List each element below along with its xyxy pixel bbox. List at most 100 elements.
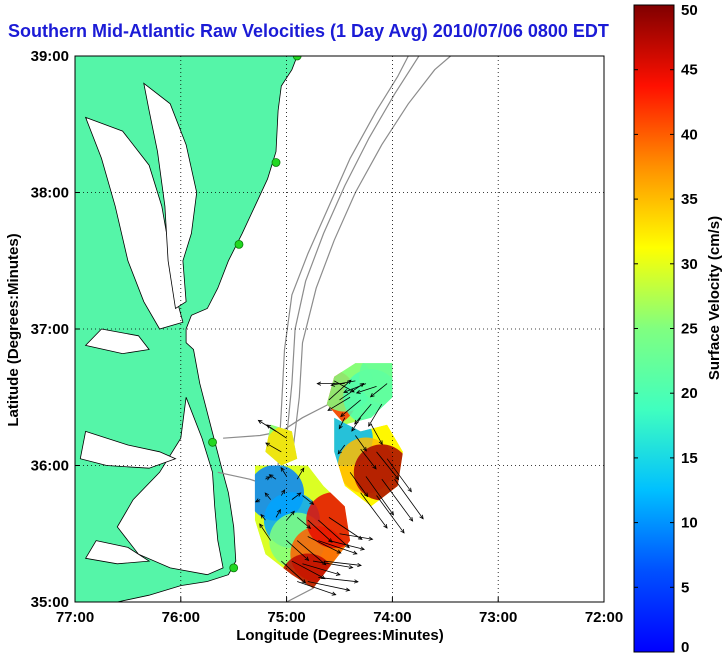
velocity-vector-20 — [365, 476, 394, 516]
colorbar-tick-label-7: 35 — [681, 191, 698, 208]
vector-head-5 — [369, 393, 375, 398]
vector-shaft-3 — [343, 383, 367, 393]
chart-title: Southern Mid-Atlantic Raw Velocities (1 … — [8, 21, 609, 41]
tick-label-x-5: 72:00 — [585, 609, 623, 626]
vector-head-28 — [265, 442, 270, 447]
velocity-vector-9 — [340, 399, 361, 418]
vector-shaft-42 — [307, 519, 333, 543]
velocity-vector-12 — [338, 417, 346, 430]
vector-head-3 — [343, 389, 348, 394]
bathymetry-contour-1 — [286, 56, 420, 439]
vector-head-38 — [260, 513, 265, 519]
velocity-vector-23 — [360, 492, 388, 529]
land-layer — [75, 56, 298, 602]
vector-head-21 — [408, 516, 414, 522]
vector-shaft-10 — [354, 403, 372, 425]
velocity-blob-north-patch-3 — [359, 363, 393, 405]
vector-head-16 — [372, 464, 377, 470]
vector-head-41 — [306, 524, 312, 529]
velocity-vector-21 — [381, 478, 414, 522]
colorbar-gradient — [633, 4, 675, 653]
vector-head-15 — [337, 449, 342, 455]
velocity-vector-40 — [286, 510, 295, 521]
vector-head-53 — [320, 575, 326, 580]
vector-head-18 — [407, 487, 412, 493]
vector-head-42 — [328, 538, 333, 543]
vector-shaft-47 — [296, 540, 327, 566]
y-axis-label: Latitude (Degrees:Minutes) — [5, 233, 22, 426]
vector-shaft-51 — [339, 533, 373, 540]
vector-head-2 — [330, 382, 336, 387]
vector-head-27 — [266, 424, 271, 429]
velocity-vector-39 — [275, 508, 281, 518]
vector-shaft-4 — [356, 385, 377, 394]
tick-label-x-0: 77:00 — [56, 609, 94, 626]
colorbar-tick-label-9: 45 — [681, 62, 698, 79]
vector-head-59 — [354, 579, 359, 584]
tick-label-x-2: 75:00 — [267, 609, 305, 626]
vector-shaft-36 — [291, 492, 301, 500]
x-axis-label: Longitude (Degrees:Minutes) — [236, 627, 444, 644]
colorbar-tick-label-4: 20 — [681, 385, 698, 402]
vector-shaft-27 — [266, 424, 287, 439]
colorbar-tick-label-1: 5 — [681, 579, 689, 596]
vector-head-20 — [389, 510, 394, 516]
vector-shaft-56 — [323, 560, 362, 566]
colorbar-tick-label-10: 50 — [681, 2, 698, 19]
velocity-vector-53 — [291, 560, 326, 580]
vector-shaft-48 — [307, 536, 341, 554]
tick-label-y-0: 35:00 — [31, 594, 69, 611]
vector-head-31 — [280, 466, 285, 472]
vector-shaft-39 — [275, 509, 281, 518]
vector-shaft-52 — [281, 560, 306, 584]
vector-head-36 — [296, 492, 302, 497]
vector-head-13 — [351, 426, 356, 432]
velocity-vector-38 — [260, 513, 266, 521]
velocity-vector-36 — [291, 492, 302, 500]
vector-shaft-20 — [365, 476, 394, 516]
vector-shaft-18 — [386, 458, 412, 492]
velocity-vector-3 — [343, 383, 367, 394]
velocity-vector-58 — [307, 581, 351, 592]
tick-label-y-1: 36:00 — [31, 458, 69, 475]
velocity-vector-35 — [280, 489, 286, 496]
colorbar-tick-label-3: 15 — [681, 450, 698, 467]
vector-head-24 — [400, 528, 405, 534]
vector-shaft-31 — [280, 467, 287, 477]
colorbar-tick-label-8: 40 — [681, 126, 698, 143]
hf-radar-station-3 — [208, 437, 217, 447]
tick-label-x-3: 74:00 — [373, 609, 411, 626]
velocity-region-small-patch — [265, 424, 298, 466]
colorbar-tick-label-6: 30 — [681, 256, 698, 273]
water-inlet-1 — [143, 82, 198, 310]
vector-head-22 — [419, 514, 424, 520]
vector-shaft-50 — [328, 540, 365, 550]
vector-head-58 — [345, 587, 351, 592]
vector-shaft-25 — [355, 435, 367, 452]
water-inlet-2 — [116, 397, 224, 576]
velocity-vector-48 — [307, 536, 342, 554]
velocity-vector-37 — [302, 495, 315, 505]
velocity-vector-55 — [312, 560, 354, 570]
velocity-vector-24 — [376, 495, 405, 534]
grid-layer — [75, 56, 604, 602]
vector-shaft-38 — [260, 514, 266, 521]
velocity-vector-59 — [318, 577, 359, 584]
velocity-vector-49 — [318, 540, 358, 555]
vector-head-14 — [378, 440, 383, 446]
vector-head-37 — [309, 500, 315, 505]
vector-head-54 — [335, 571, 341, 576]
colorbar: 0 5 10 15 20 25 30 35 40 45 50 — [633, 2, 698, 656]
vector-shaft-40 — [286, 511, 295, 521]
velocity-vector-46 — [286, 540, 310, 561]
vector-head-17 — [394, 475, 400, 481]
vector-shaft-7 — [339, 383, 364, 401]
tick-label-x-4: 73:00 — [479, 609, 517, 626]
vector-shaft-46 — [286, 540, 309, 561]
velocity-vector-8 — [327, 396, 351, 411]
water-inlet-3 — [79, 430, 177, 469]
station-layer — [208, 56, 302, 573]
hf-radar-station-1 — [271, 158, 281, 167]
axis-ticks: 77:00 76:00 75:00 74:00 73:00 72:00 35:00 36:00… — [31, 48, 624, 626]
velocity-vector-16 — [360, 448, 377, 470]
